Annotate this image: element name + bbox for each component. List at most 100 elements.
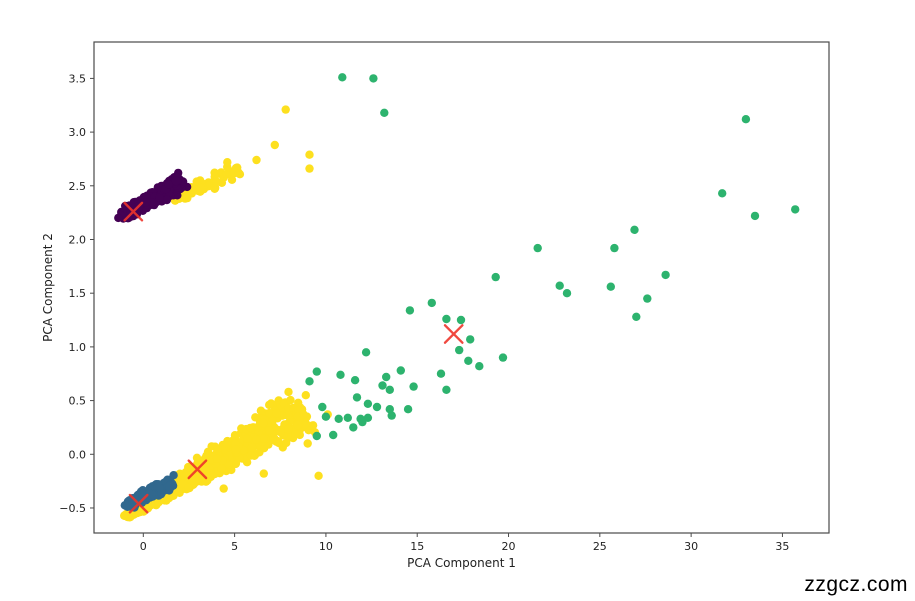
data-point xyxy=(222,439,232,448)
data-point xyxy=(169,471,178,480)
data-point xyxy=(380,108,389,118)
data-point xyxy=(349,423,358,432)
data-point xyxy=(343,413,352,422)
data-point xyxy=(284,424,293,434)
data-point xyxy=(211,177,221,186)
data-point xyxy=(409,382,418,391)
data-point xyxy=(192,453,202,462)
data-point xyxy=(464,356,473,365)
axes-frame xyxy=(93,41,830,534)
data-point xyxy=(491,272,500,282)
data-point xyxy=(246,423,255,433)
data-point xyxy=(305,377,314,386)
y-tick-label: 3.0 xyxy=(69,126,87,139)
data-point xyxy=(243,434,252,443)
data-point xyxy=(396,366,405,375)
data-point xyxy=(201,477,211,486)
data-point xyxy=(382,372,391,382)
data-point xyxy=(329,430,338,440)
data-point xyxy=(369,74,378,83)
data-point xyxy=(334,414,343,423)
data-point xyxy=(164,180,173,189)
data-point xyxy=(475,362,484,371)
data-point xyxy=(303,439,312,448)
data-point xyxy=(192,177,201,186)
data-point xyxy=(372,402,382,412)
data-point xyxy=(442,314,451,324)
y-tick-label: 0.5 xyxy=(69,395,87,408)
x-tick-label: 25 xyxy=(593,540,607,553)
data-point xyxy=(312,431,321,441)
data-point xyxy=(385,405,394,414)
x-tick-label: 15 xyxy=(410,540,424,553)
data-point xyxy=(142,198,151,207)
series-cluster-purple xyxy=(114,168,192,223)
data-point xyxy=(427,298,436,308)
data-point xyxy=(610,243,619,253)
data-point xyxy=(361,348,371,357)
data-point xyxy=(162,195,172,205)
data-point xyxy=(190,474,199,483)
centroid-marker xyxy=(123,201,144,222)
x-tick-label: 30 xyxy=(684,540,698,553)
data-point xyxy=(259,434,268,443)
data-point xyxy=(212,454,222,463)
data-point xyxy=(378,381,387,390)
data-point xyxy=(213,444,222,453)
data-point xyxy=(301,391,310,400)
data-point xyxy=(231,439,240,449)
data-point xyxy=(455,345,464,355)
data-point xyxy=(791,205,800,214)
data-point xyxy=(171,176,181,186)
y-axis-label: PCA Component 2 xyxy=(41,233,55,342)
data-point xyxy=(352,393,362,402)
data-point xyxy=(363,399,373,408)
data-point xyxy=(252,435,261,444)
data-point xyxy=(358,417,367,427)
y-tick-label: 1.5 xyxy=(69,287,87,300)
x-tick-label: 5 xyxy=(231,540,238,553)
data-point xyxy=(403,405,413,414)
data-point xyxy=(155,483,164,492)
y-tick-label: 3.5 xyxy=(69,72,87,85)
data-point xyxy=(405,306,415,315)
data-point xyxy=(308,421,318,430)
y-tick-label: 2.0 xyxy=(69,233,87,246)
data-point xyxy=(184,483,193,493)
data-point xyxy=(272,409,281,418)
data-point xyxy=(387,411,396,420)
series-cluster-yellow xyxy=(120,105,332,522)
data-point xyxy=(284,387,293,397)
data-point xyxy=(155,193,164,202)
data-point xyxy=(436,369,446,378)
data-point xyxy=(227,175,237,184)
data-point xyxy=(276,428,285,437)
data-point xyxy=(230,168,240,178)
data-point xyxy=(259,418,268,428)
series-centroids xyxy=(123,201,464,514)
data-point xyxy=(293,429,303,439)
data-point xyxy=(321,412,331,421)
watermark: zzgcz.com xyxy=(804,573,908,596)
data-point xyxy=(338,73,347,82)
data-point xyxy=(183,193,192,203)
centroid-marker xyxy=(187,459,208,480)
data-point xyxy=(533,243,542,253)
data-point xyxy=(196,183,206,193)
x-tick-label: 0 xyxy=(140,540,147,553)
data-point xyxy=(247,443,257,452)
data-point xyxy=(259,469,268,478)
data-point xyxy=(256,406,266,415)
data-point xyxy=(217,464,226,473)
data-point xyxy=(661,270,670,280)
series-cluster-blue xyxy=(120,471,178,512)
data-point xyxy=(350,376,360,385)
data-point xyxy=(231,445,241,455)
data-point xyxy=(219,484,228,493)
data-point xyxy=(286,395,295,405)
data-point xyxy=(252,155,261,165)
data-point xyxy=(442,385,451,394)
y-tick-label: 2.5 xyxy=(69,180,87,193)
